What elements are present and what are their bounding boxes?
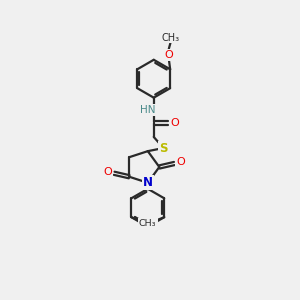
Text: CH₃: CH₃ [139, 219, 156, 228]
Text: S: S [159, 142, 168, 154]
Text: O: O [170, 118, 179, 128]
Text: CH₃: CH₃ [139, 219, 157, 228]
Text: HN: HN [140, 105, 156, 115]
Text: CH₃: CH₃ [162, 33, 180, 43]
Text: N: N [143, 176, 153, 189]
Text: O: O [104, 167, 112, 177]
Text: O: O [176, 158, 185, 167]
Text: O: O [164, 50, 173, 60]
